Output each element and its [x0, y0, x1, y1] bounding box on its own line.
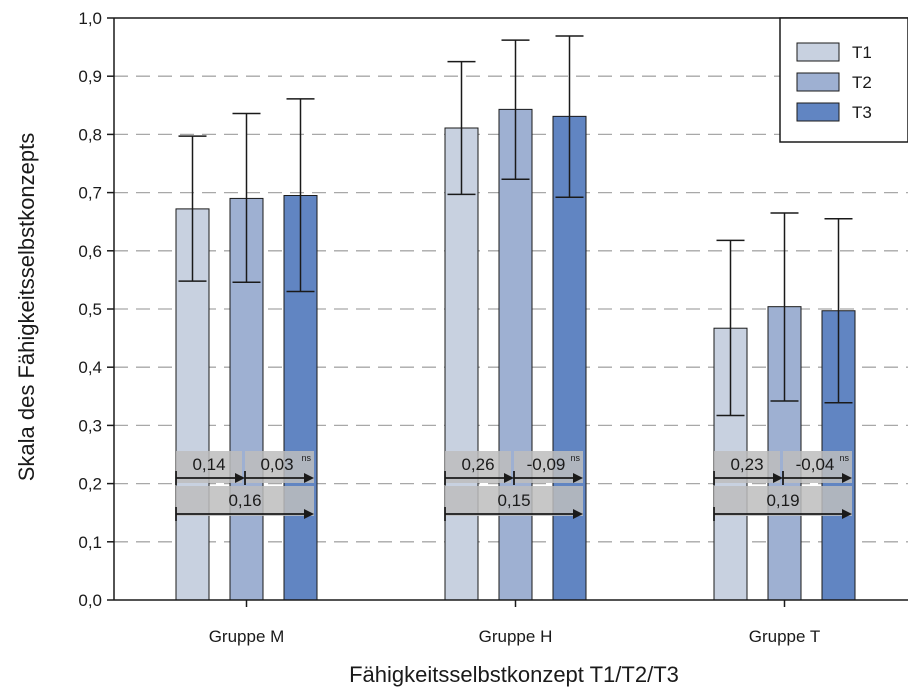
- y-tick-label: 0,4: [78, 358, 102, 377]
- y-tick-label: 0,6: [78, 242, 102, 261]
- effect-annotations: 0,14 0,03 ns 0,16 0,26 -0,09 ns 0,15 0,23 -0,04 ns…: [175, 451, 852, 521]
- effect-ns-label: ns: [301, 453, 311, 463]
- effect-arrowhead: [773, 473, 783, 483]
- effect-value: 0,23: [730, 455, 763, 474]
- bar: [444, 127, 479, 601]
- y-tick-label: 0,0: [78, 591, 102, 610]
- legend-swatch: [796, 72, 840, 92]
- effect-value: 0,16: [228, 491, 261, 510]
- effect-ns-label: ns: [570, 453, 580, 463]
- x-axis-title: Fähigkeitsselbstkonzept T1/T2/T3: [349, 662, 679, 687]
- y-tick-label: 1,0: [78, 9, 102, 28]
- effect-value: -0,04: [796, 455, 835, 474]
- effect-arrowhead: [235, 473, 245, 483]
- effect-value: 0,03: [260, 455, 293, 474]
- legend-label: T2: [852, 73, 872, 92]
- effect-box: [445, 486, 583, 516]
- y-tick-label: 0,9: [78, 67, 102, 86]
- legend-label: T1: [852, 43, 872, 62]
- effect-arrowhead: [573, 509, 583, 519]
- effect-arrowhead: [304, 509, 314, 519]
- legend-swatch: [796, 42, 840, 62]
- effect-arrowhead: [842, 509, 852, 519]
- effect-arrowhead: [842, 473, 852, 483]
- effect-value: 0,14: [192, 455, 225, 474]
- effect-box: [714, 486, 852, 516]
- bar: [498, 108, 533, 601]
- effect-value: 0,15: [497, 491, 530, 510]
- legend-swatch: [796, 102, 840, 122]
- y-tick-label: 0,8: [78, 125, 102, 144]
- y-axis-title: Skala des Fähigkeitsselbstkonzepts: [14, 133, 39, 482]
- legend: T1 T2 T3: [779, 17, 908, 143]
- y-tick-label: 0,2: [78, 475, 102, 494]
- x-tick-label: Gruppe H: [479, 627, 553, 646]
- effect-ns-label: ns: [839, 453, 849, 463]
- axes: 0,0 0,1 0,2 0,3 0,4 0,5 0,6 0,7 0,8 0,9 1,0 Gruppe …: [78, 9, 908, 646]
- effect-box: [176, 486, 314, 516]
- y-tick-label: 0,7: [78, 184, 102, 203]
- x-tick-label: Gruppe M: [209, 627, 285, 646]
- legend-label: T3: [852, 103, 872, 122]
- effect-value: 0,19: [766, 491, 799, 510]
- y-tick-label: 0,3: [78, 416, 102, 435]
- effect-value: 0,26: [461, 455, 494, 474]
- effect-arrowhead: [304, 473, 314, 483]
- x-tick-label: Gruppe T: [749, 627, 821, 646]
- effect-arrowhead: [504, 473, 514, 483]
- y-tick-label: 0,1: [78, 533, 102, 552]
- effect-arrowhead: [573, 473, 583, 483]
- y-tick-label: 0,5: [78, 300, 102, 319]
- effect-value: -0,09: [527, 455, 566, 474]
